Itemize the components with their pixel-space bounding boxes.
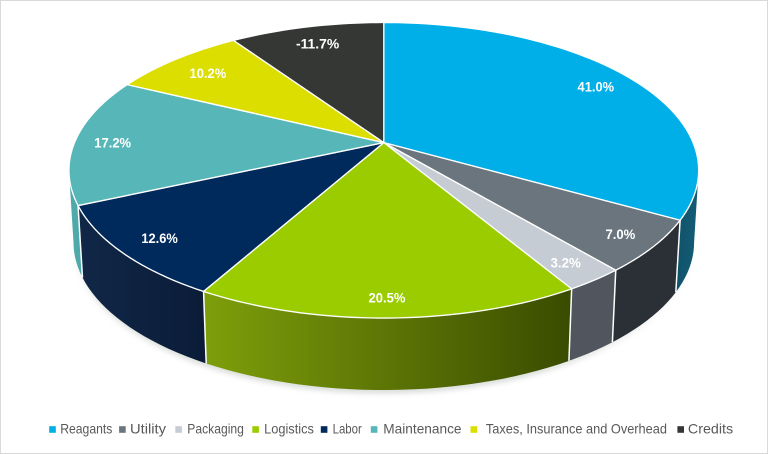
svg-text:Logistics: Logistics: [264, 421, 314, 437]
svg-text:41.0%: 41.0%: [578, 79, 615, 95]
svg-text:Utility: Utility: [130, 421, 166, 437]
svg-text:20.5%: 20.5%: [369, 289, 406, 305]
svg-text:Maintenance: Maintenance: [383, 421, 461, 437]
svg-text:12.6%: 12.6%: [141, 230, 178, 246]
svg-text:Packaging: Packaging: [187, 421, 244, 437]
svg-text:Labor: Labor: [333, 421, 362, 437]
svg-text:7.0%: 7.0%: [605, 226, 635, 242]
svg-text:3.2%: 3.2%: [551, 254, 582, 270]
svg-text:Reagants: Reagants: [60, 421, 112, 437]
svg-text:10.2%: 10.2%: [190, 65, 227, 81]
svg-text:-11.7%: -11.7%: [296, 36, 340, 52]
svg-text:Taxes, Insurance and Overhead: Taxes, Insurance and Overhead: [486, 421, 667, 437]
svg-text:Credits: Credits: [688, 421, 733, 437]
svg-text:17.2%: 17.2%: [94, 135, 131, 151]
